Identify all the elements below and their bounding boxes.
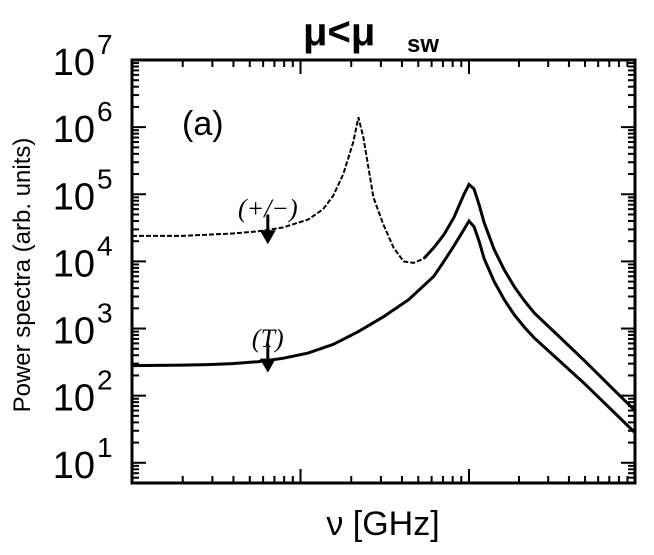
y-tick-label-exponent: 7 — [97, 29, 113, 60]
y-tick-label-exponent: 1 — [97, 432, 113, 463]
y-tick-label-exponent: 5 — [97, 163, 113, 194]
chart-title: μ<μ sw — [303, 10, 439, 58]
series-line — [422, 182, 637, 412]
y-tick-label-base: 10 — [53, 378, 95, 420]
y-tick-label: 10 1 — [53, 432, 113, 487]
y-tick-label-base: 10 — [53, 176, 95, 218]
y-tick-label-exponent: 3 — [97, 298, 113, 329]
panel-label: (a) — [182, 105, 224, 143]
annotation-arrow-head — [259, 230, 276, 245]
y-tick-label-base: 10 — [53, 243, 95, 285]
series-lines — [131, 117, 637, 434]
y-axis-label: Power spectra (arb. units) — [9, 138, 36, 413]
chart-title-subscript: sw — [407, 31, 439, 58]
x-axis-ticks — [131, 60, 636, 483]
y-tick-label-base: 10 — [53, 445, 95, 487]
annotations: (+/−)(T) — [238, 194, 298, 373]
series-line — [132, 117, 425, 264]
y-tick-label-base: 10 — [53, 42, 95, 84]
chart-title-main: μ<μ — [303, 10, 375, 54]
x-axis-label: ν [GHz] — [326, 505, 439, 543]
y-tick-label-exponent: 2 — [97, 365, 113, 396]
y-tick-label-exponent: 6 — [97, 96, 113, 127]
y-tick-label-base: 10 — [53, 311, 95, 353]
annotation-arrow-head — [259, 358, 276, 373]
y-tick-label: 10 3 — [53, 298, 113, 353]
y-axis-ticks — [132, 59, 635, 484]
y-tick-label-base: 10 — [53, 109, 95, 151]
y-tick-label: 10 2 — [53, 365, 113, 420]
y-tick-label: 10 7 — [53, 29, 113, 84]
y-tick-label: 10 4 — [53, 230, 113, 285]
y-tick-label: 10 6 — [53, 96, 113, 151]
series-line — [131, 218, 637, 434]
y-tick-label-exponent: 4 — [97, 230, 113, 261]
y-tick-label: 10 5 — [53, 163, 113, 218]
